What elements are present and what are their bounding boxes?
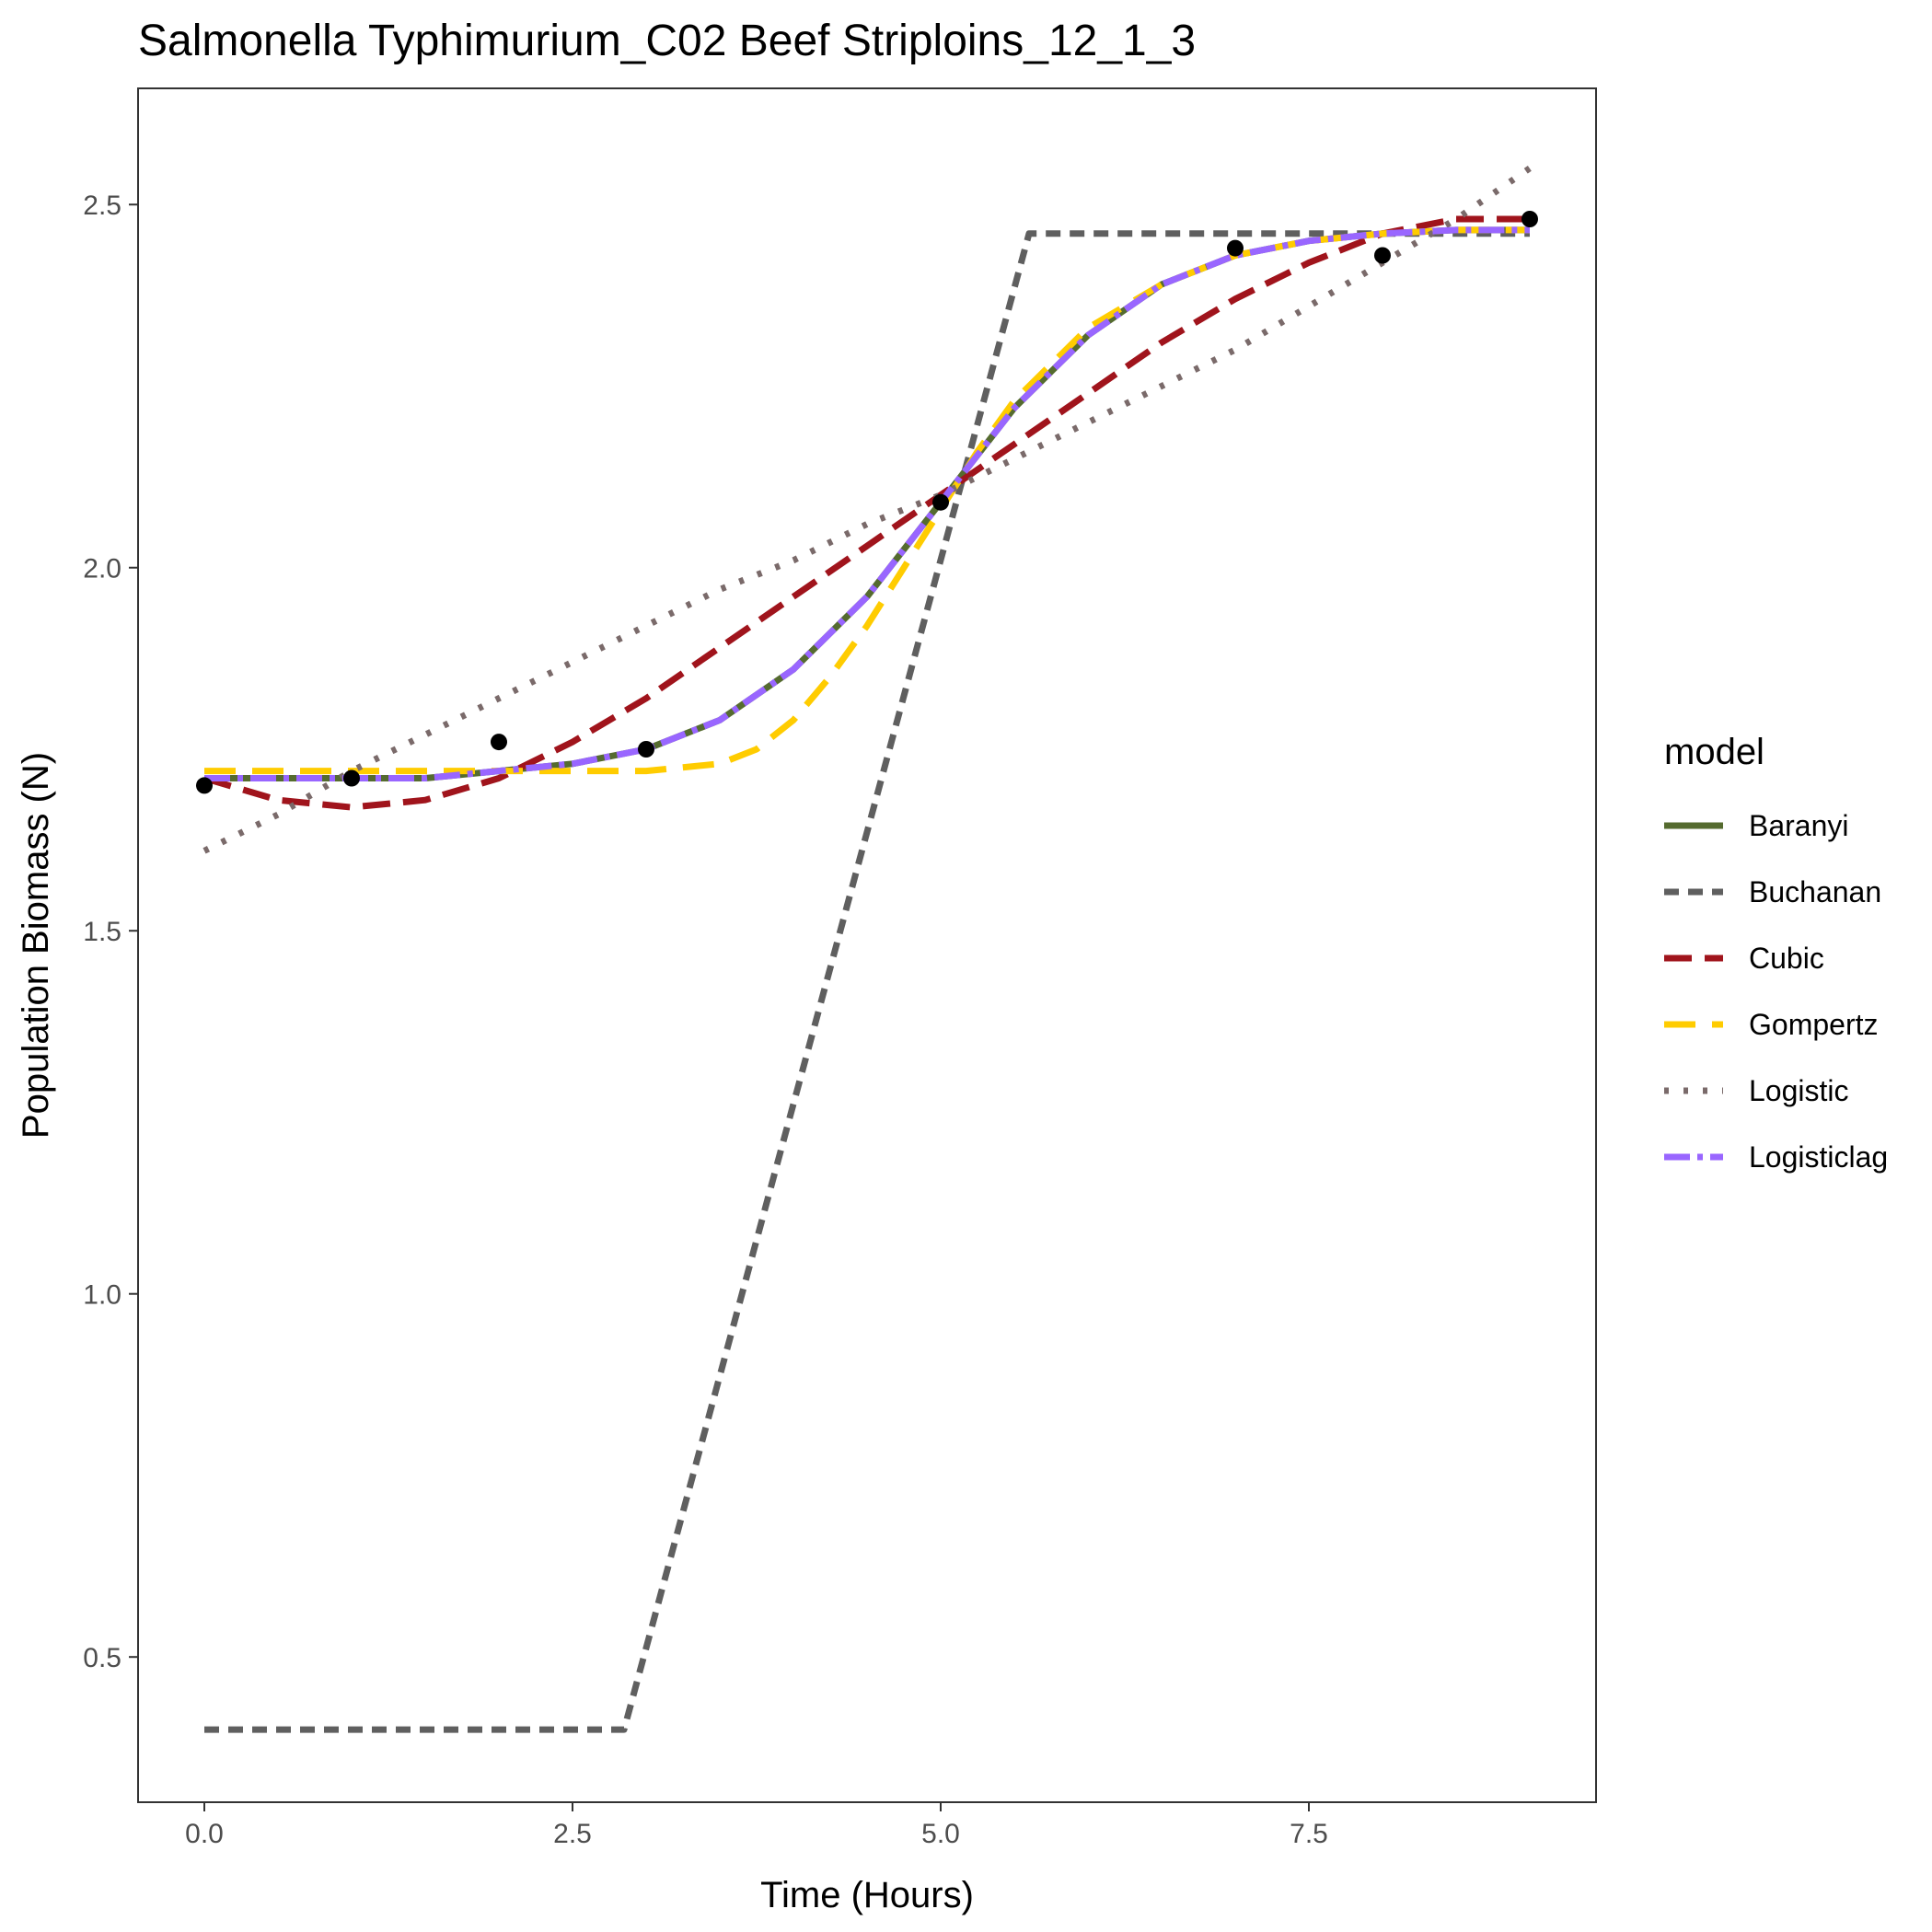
y-tick-label: 2.5 (83, 191, 121, 221)
x-axis: 0.0 2.5 5.0 7.5 (185, 1802, 1328, 1849)
legend-label: Logisticlag (1749, 1140, 1888, 1174)
legend-label: Cubic (1749, 942, 1824, 975)
y-tick-label: 2.0 (83, 554, 121, 584)
legend-label: Baranyi (1749, 809, 1849, 842)
series-line-logisticlag (204, 226, 1530, 781)
series-line-gompertz (204, 226, 1530, 775)
legend-item-logisticlag: Logisticlag (1664, 1140, 1888, 1174)
data-point (932, 493, 949, 511)
data-point (196, 777, 213, 794)
y-tick-label: 1.0 (83, 1280, 121, 1311)
data-point (491, 734, 507, 751)
legend-item-gompertz: Gompertz (1664, 1008, 1878, 1041)
legend-item-logistic: Logistic (1664, 1074, 1849, 1107)
x-tick-label: 5.0 (921, 1819, 960, 1849)
x-tick-label: 0.0 (185, 1819, 224, 1849)
data-point (638, 741, 654, 758)
data-point (343, 769, 360, 787)
legend-label: Gompertz (1749, 1008, 1878, 1041)
plot-panel (137, 87, 1597, 1803)
legend-item-cubic: Cubic (1664, 942, 1824, 975)
observed-points (196, 211, 1538, 794)
legend-title: model (1664, 732, 1764, 772)
legend: model Baranyi Buchanan Cubic Gompertz Logist… (1664, 732, 1888, 1174)
x-tick-label: 7.5 (1290, 1819, 1328, 1849)
x-axis-title: Time (Hours) (760, 1875, 974, 1915)
series-line-cubic (203, 215, 1530, 811)
legend-label: Buchanan (1749, 875, 1881, 908)
data-point (1374, 247, 1391, 264)
data-point (1521, 211, 1538, 227)
series-layer (202, 165, 1532, 1733)
y-tick-label: 1.5 (83, 917, 121, 947)
legend-item-buchanan: Buchanan (1664, 875, 1881, 908)
legend-label: Logistic (1749, 1074, 1849, 1107)
y-axis: 0.5 1.0 1.5 2.0 2.5 (83, 191, 138, 1673)
chart-title: Salmonella Typhimurium_C02 Beef Striploi… (138, 17, 1196, 65)
y-axis-title: Population Biomass (N) (16, 752, 56, 1139)
y-tick-label: 0.5 (83, 1643, 121, 1673)
legend-item-baranyi: Baranyi (1664, 809, 1849, 842)
x-tick-label: 2.5 (553, 1819, 592, 1849)
data-point (1227, 239, 1244, 257)
